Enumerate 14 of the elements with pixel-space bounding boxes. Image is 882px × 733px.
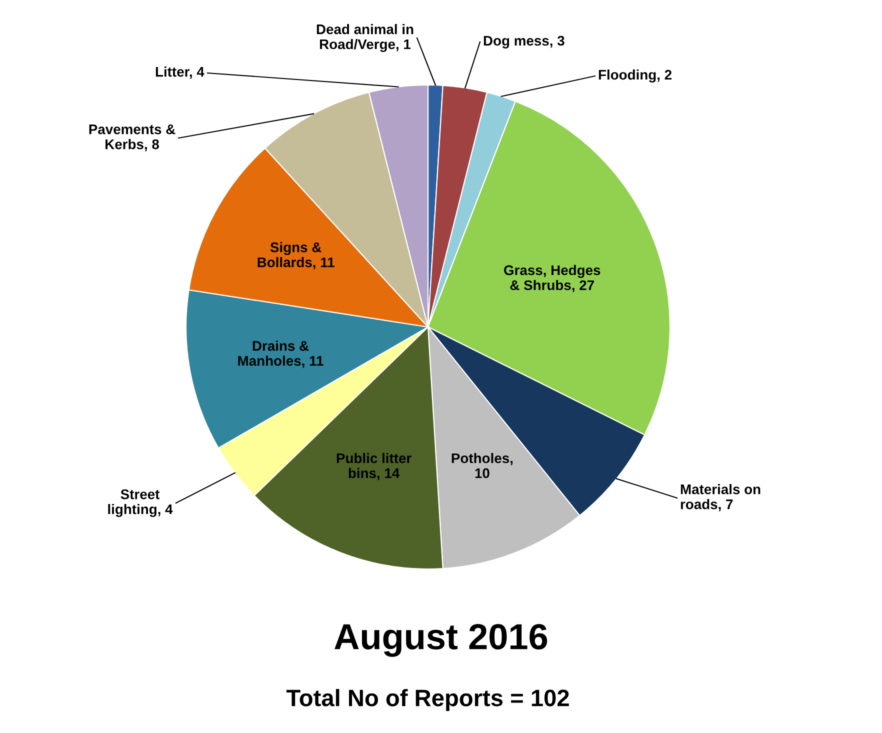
slice-label: Street lighting, 4 (108, 489, 173, 517)
text: Total No of Reports = 102 (286, 688, 569, 712)
text: August 2016 (334, 624, 548, 657)
slice-label: Pavements & Kerbs, 8 (89, 124, 176, 152)
slice-label: Drains & Manholes, 11 (238, 340, 324, 368)
slice-label: Materials on roads, 7 (680, 484, 760, 512)
slice-label: Grass, Hedges & Shrubs, 27 (504, 264, 600, 292)
slice-label: Dead animal in Road/Verge, 1 (316, 24, 414, 52)
slice-label: Potholes, 10 (452, 452, 513, 478)
slice-label: Signs & Bollards, 11 (258, 242, 334, 270)
slice-label: Dog mess, 3 (484, 36, 564, 48)
slice-label: Public litter bins, 14 (336, 452, 412, 480)
slice-label: Litter, 4 (156, 66, 204, 79)
slice-label: Flooding, 2 (598, 69, 672, 83)
